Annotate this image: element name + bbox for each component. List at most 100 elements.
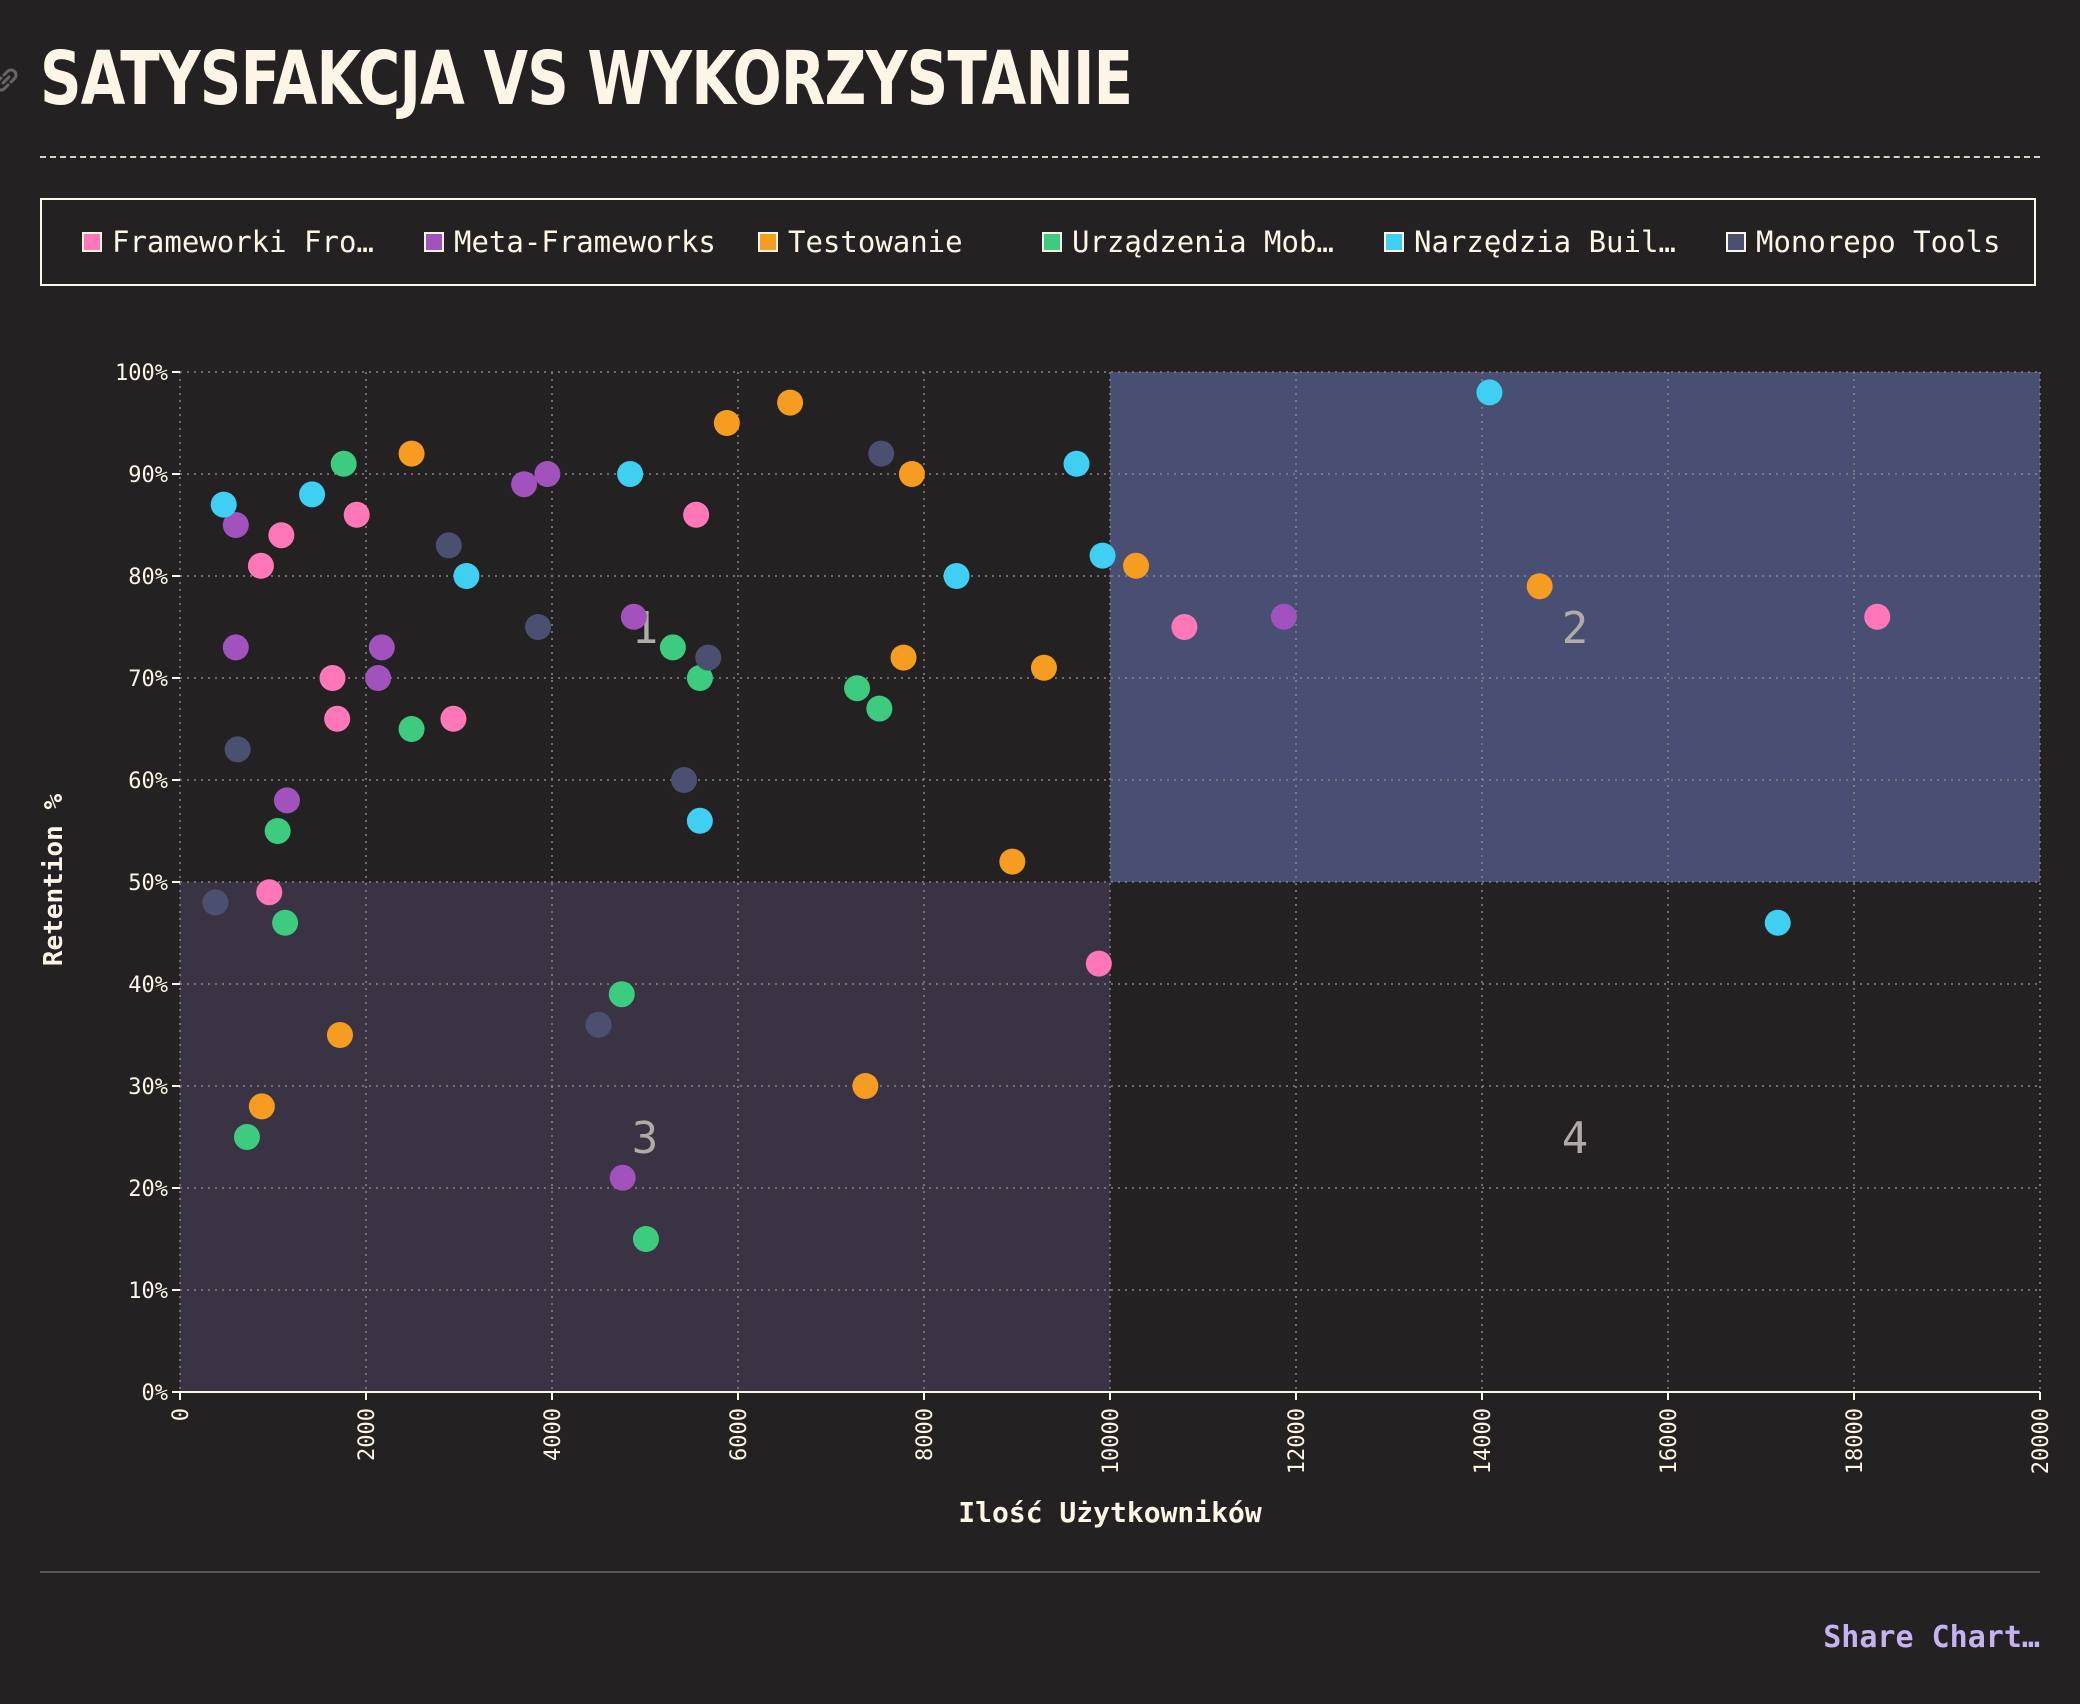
data-point[interactable] [632, 1226, 659, 1252]
data-point[interactable] [247, 552, 274, 579]
data-point[interactable] [368, 634, 395, 661]
data-point[interactable] [272, 909, 299, 936]
legend-item-meta-frameworks[interactable]: Meta-Frameworks [424, 200, 716, 284]
legend-swatch [1726, 232, 1746, 252]
data-point[interactable] [844, 675, 871, 702]
data-point[interactable] [210, 491, 237, 518]
x-tick-label: 16000 [1657, 1408, 1682, 1474]
data-point[interactable] [620, 603, 647, 630]
data-point[interactable] [398, 440, 425, 467]
share-chart-link[interactable]: Share Chart… [1823, 1620, 2040, 1655]
y-tick-label: 100% [115, 361, 168, 386]
legend-swatch [1042, 232, 1062, 252]
data-point[interactable] [326, 1022, 353, 1048]
data-point[interactable] [343, 501, 370, 528]
data-point[interactable] [525, 614, 552, 640]
data-point[interactable] [398, 716, 425, 742]
legend-swatch [424, 232, 444, 252]
x-tick-label: 18000 [1843, 1408, 1868, 1474]
link-icon[interactable] [0, 64, 22, 96]
data-point[interactable] [273, 787, 300, 814]
data-point[interactable] [365, 665, 392, 691]
quadrant-3-area [180, 882, 1110, 1392]
data-point[interactable] [609, 1164, 636, 1191]
points-layer [202, 379, 1891, 1252]
data-point[interactable] [1063, 450, 1090, 477]
data-point[interactable] [1864, 603, 1891, 630]
data-point[interactable] [435, 532, 462, 559]
data-point[interactable] [713, 410, 740, 436]
data-point[interactable] [898, 461, 925, 487]
data-point[interactable] [868, 440, 895, 467]
data-point[interactable] [324, 705, 351, 732]
data-point[interactable] [695, 644, 722, 671]
data-point[interactable] [1270, 603, 1297, 630]
y-tick-label: 60% [128, 769, 168, 794]
data-point[interactable] [453, 563, 480, 589]
data-point[interactable] [233, 1124, 260, 1150]
quadrant-2-label: 2 [1562, 603, 1589, 654]
data-point[interactable] [943, 563, 970, 589]
y-tick-label: 80% [128, 565, 168, 590]
data-point[interactable] [686, 665, 713, 691]
data-point[interactable] [890, 644, 917, 671]
data-point[interactable] [852, 1073, 879, 1099]
data-point[interactable] [268, 522, 295, 549]
legend-label: Urządzenia Mob… [1072, 225, 1334, 259]
footer-divider [40, 1571, 2040, 1573]
data-point[interactable] [1526, 573, 1553, 600]
x-tick-label: 2000 [355, 1408, 380, 1461]
data-point[interactable] [202, 889, 229, 916]
x-tick-label: 6000 [727, 1408, 752, 1461]
data-point[interactable] [671, 767, 698, 793]
legend-label: Meta-Frameworks [454, 225, 716, 259]
data-point[interactable] [608, 981, 635, 1008]
x-tick-label: 20000 [2029, 1408, 2054, 1474]
data-point[interactable] [222, 634, 249, 661]
data-point[interactable] [534, 461, 561, 487]
x-tick-label: 4000 [541, 1408, 566, 1461]
data-point[interactable] [299, 481, 326, 508]
legend-label: Narzędzia Buil… [1414, 225, 1676, 259]
y-tick-label: 0% [142, 1381, 169, 1406]
data-point[interactable] [866, 695, 893, 722]
legend-label: Testowanie [788, 225, 963, 259]
data-point[interactable] [1085, 950, 1112, 977]
legend-item-frameworki[interactable]: Frameworki Fro… [82, 200, 374, 284]
data-point[interactable] [264, 818, 291, 844]
y-tick-label: 70% [128, 667, 168, 692]
legend-swatch [758, 232, 778, 252]
data-point[interactable] [1764, 909, 1791, 936]
data-point[interactable] [585, 1011, 612, 1038]
axes-layer: 0 2000 4000 6000 8000 10000 12000 14000 16000 180… [115, 361, 2054, 1474]
data-point[interactable] [319, 665, 346, 691]
data-point[interactable] [999, 848, 1026, 875]
data-point[interactable] [683, 501, 710, 528]
data-point[interactable] [1123, 552, 1150, 579]
legend-item-urzadzenia[interactable]: Urządzenia Mob… [1042, 200, 1334, 284]
data-point[interactable] [777, 389, 804, 416]
data-point[interactable] [686, 807, 713, 834]
data-point[interactable] [440, 705, 467, 732]
data-point[interactable] [1171, 614, 1198, 640]
data-point[interactable] [1089, 542, 1116, 569]
y-tick-label: 10% [128, 1279, 168, 1304]
legend-item-monorepo[interactable]: Monorepo Tools [1726, 200, 2000, 284]
title-divider [40, 156, 2040, 158]
quadrant-4-label: 4 [1562, 1113, 1589, 1164]
data-point[interactable] [511, 471, 538, 498]
data-point[interactable] [256, 879, 283, 906]
data-point[interactable] [1476, 379, 1503, 406]
data-point[interactable] [248, 1093, 275, 1120]
legend-item-narzedzia[interactable]: Narzędzia Buil… [1384, 200, 1676, 284]
quadrant-labels-layer: 1 23 4 [632, 603, 1589, 1164]
data-point[interactable] [1030, 654, 1057, 681]
y-tick-label: 40% [128, 973, 168, 998]
data-point[interactable] [617, 461, 644, 487]
legend-label: Monorepo Tools [1756, 225, 2001, 259]
legend-item-testowanie[interactable]: Testowanie [758, 200, 963, 284]
data-point[interactable] [659, 634, 686, 661]
data-point[interactable] [224, 736, 251, 763]
data-point[interactable] [222, 512, 249, 538]
data-point[interactable] [330, 450, 357, 477]
